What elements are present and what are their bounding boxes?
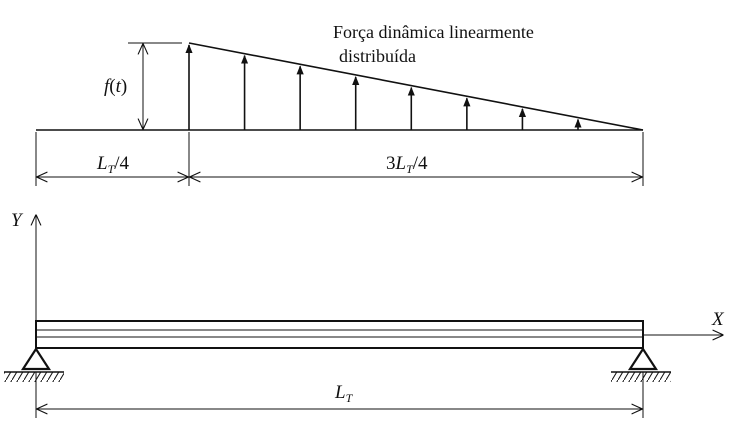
ground-hatch xyxy=(4,372,64,382)
right-span-label: 3LT/4 xyxy=(386,153,428,176)
amplitude-dimension: f(t) xyxy=(104,43,182,129)
beam xyxy=(36,321,643,348)
support-triangle xyxy=(23,349,49,369)
load-envelope-line xyxy=(189,43,643,130)
load-span-dimensions: LT/4 3LT/4 xyxy=(36,132,643,186)
amplitude-label: f(t) xyxy=(104,76,127,97)
left-span-label: LT/4 xyxy=(96,153,130,176)
load-title-line-1: Força dinâmica linearmente xyxy=(333,22,534,42)
beam-body xyxy=(36,321,643,348)
coordinate-axes: Y X xyxy=(11,210,725,350)
y-axis-label: Y xyxy=(11,210,24,231)
support-triangle xyxy=(630,349,656,369)
left-pin-support xyxy=(4,349,64,382)
total-length-dimension: LT xyxy=(36,372,643,418)
ground-hatch xyxy=(611,372,671,382)
total-length-label: LT xyxy=(334,382,354,405)
right-pin-support xyxy=(611,349,671,382)
x-axis-label: X xyxy=(711,309,725,330)
load-title-line-2: distribuída xyxy=(339,46,416,66)
